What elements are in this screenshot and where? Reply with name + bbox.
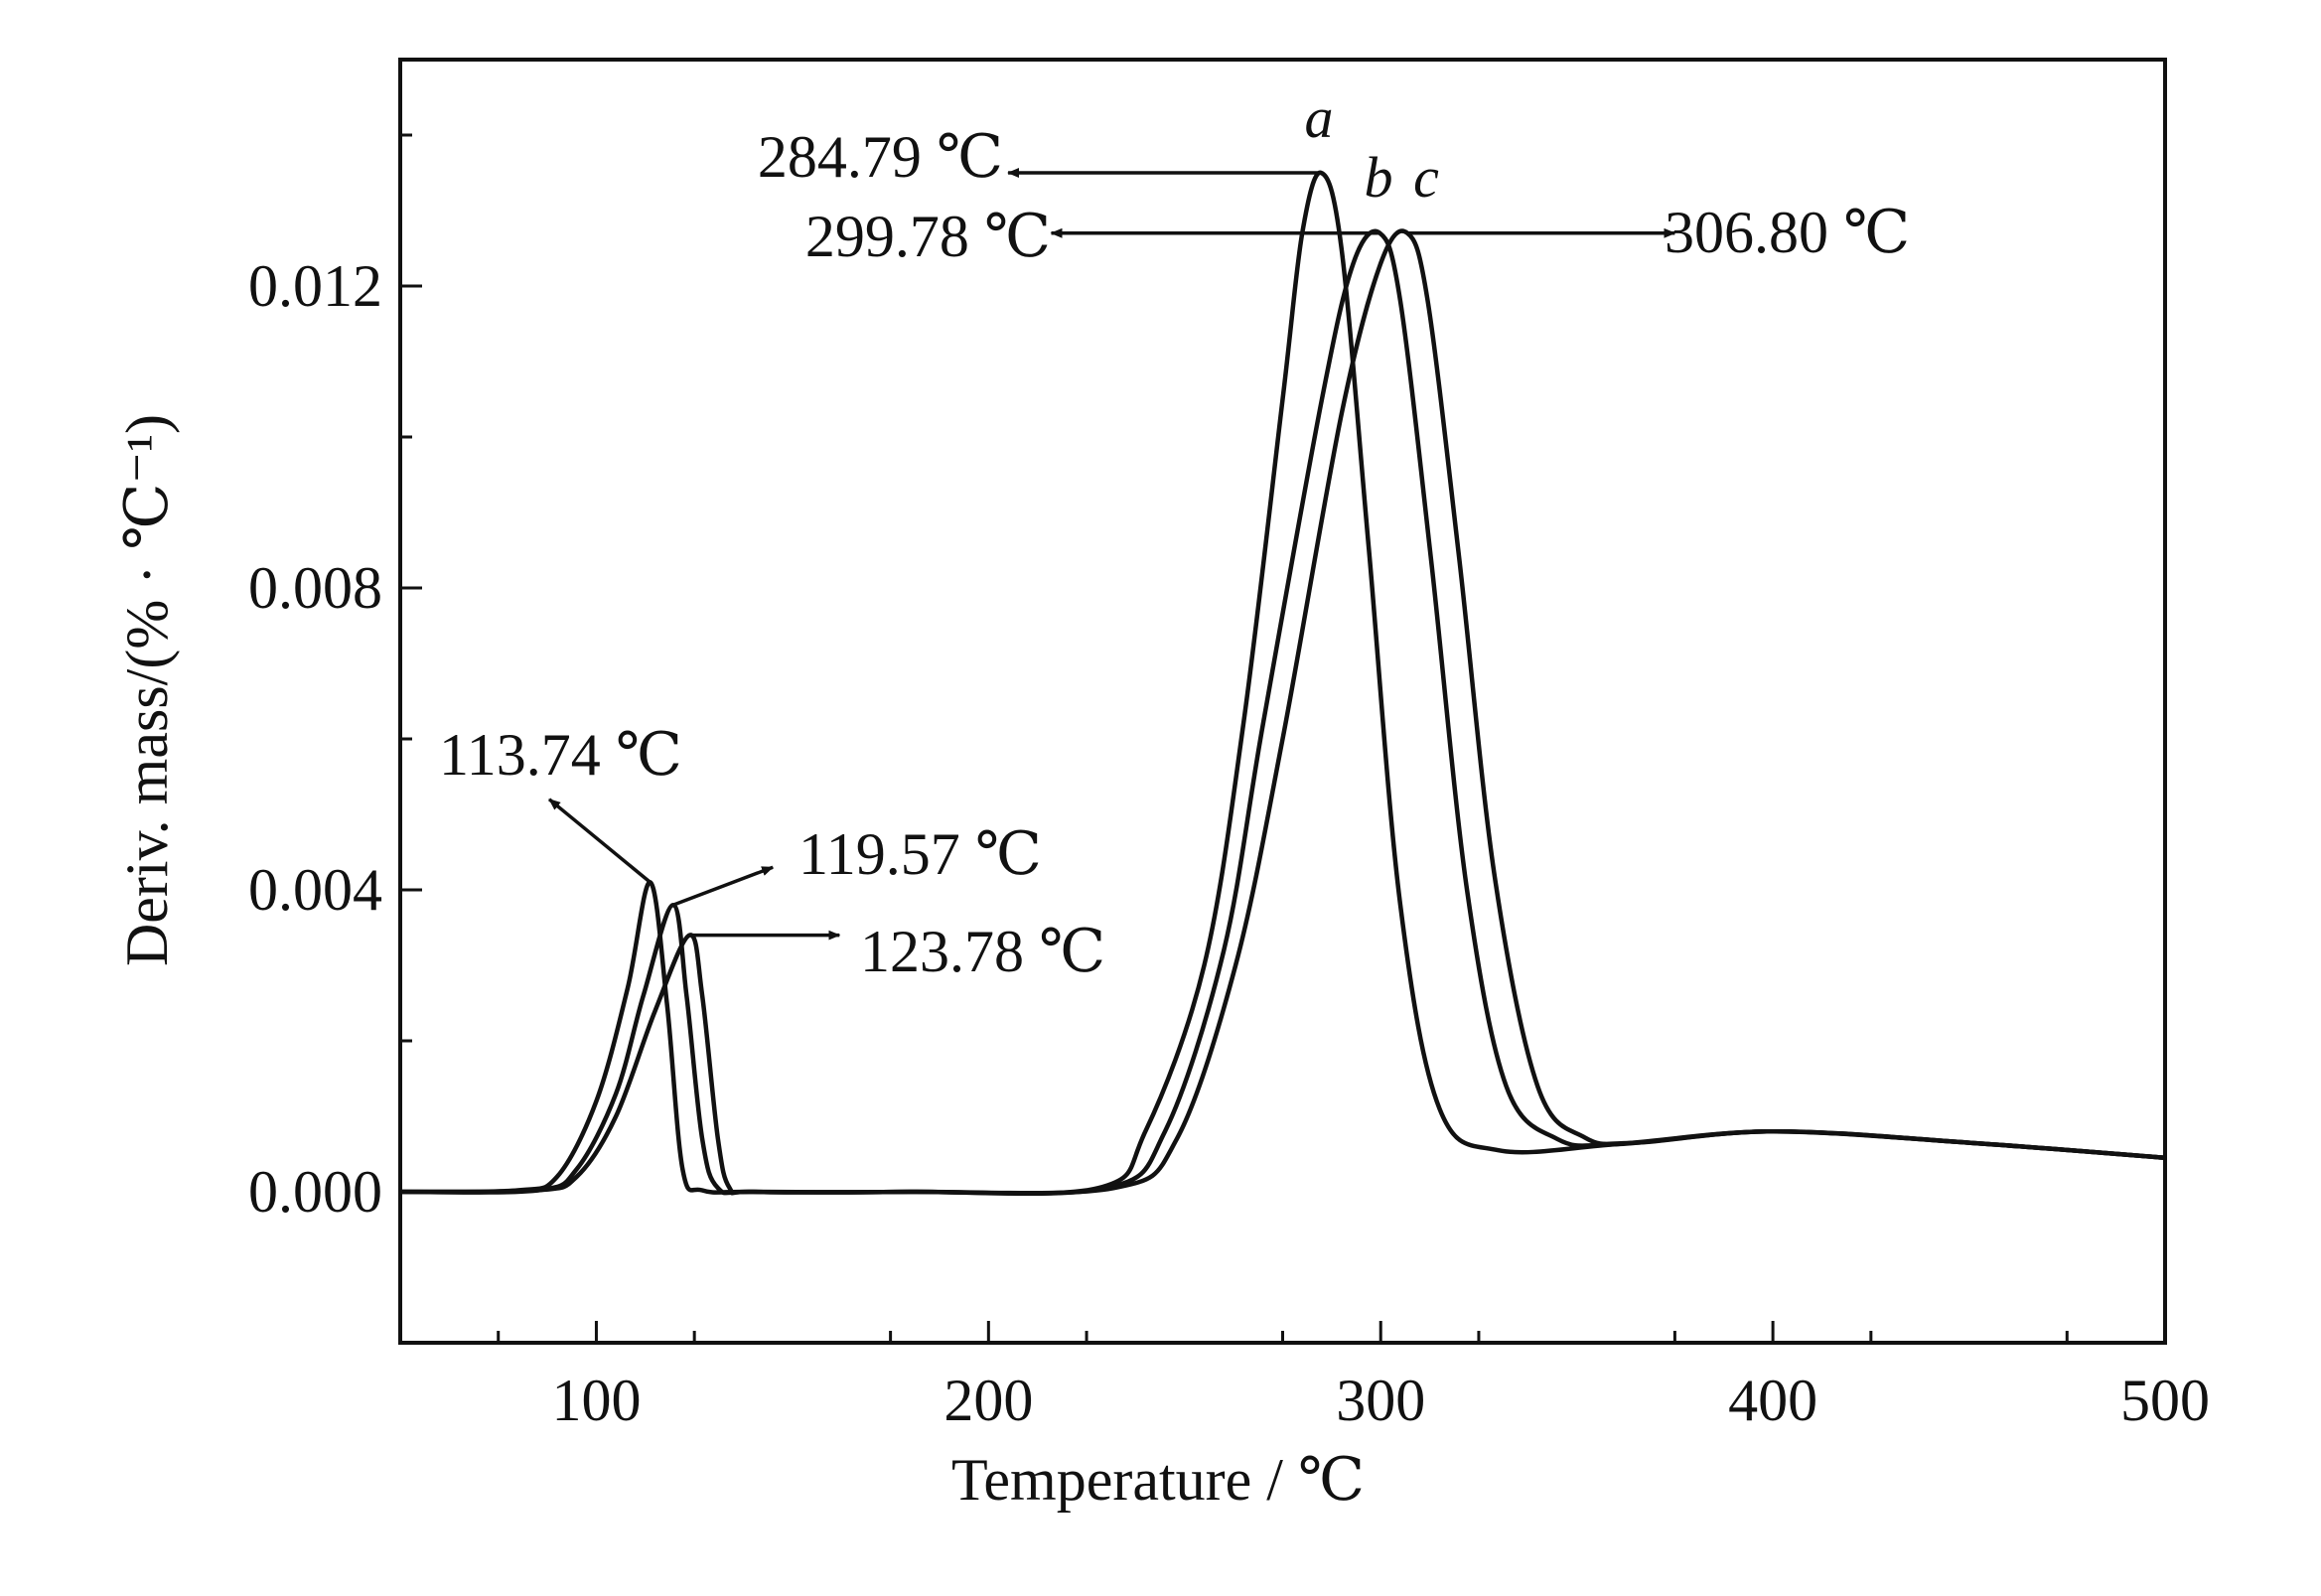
annotation-arrow — [672, 865, 775, 907]
curve-label-b: b — [1365, 145, 1393, 210]
curve-label-c: c — [1413, 145, 1439, 210]
curve-label-a: a — [1305, 85, 1334, 150]
peak-label-284: 284.79 ℃ — [758, 124, 1003, 190]
curve-a — [399, 170, 2166, 1196]
x-axis-title: Temperature / ℃ — [951, 1447, 1365, 1513]
x-tick-label: 500 — [2120, 1368, 2210, 1433]
curve-c — [399, 228, 2166, 1196]
curve-b — [399, 228, 2166, 1196]
y-tick-label: 0.004 — [248, 857, 382, 923]
y-tick-label: 0.000 — [248, 1159, 382, 1225]
x-tick-label: 400 — [1728, 1368, 1817, 1433]
peak-label-299: 299.78 ℃ — [805, 204, 1051, 269]
annotations — [547, 168, 1676, 941]
curves — [399, 170, 2166, 1196]
peak-label-306: 306.80 ℃ — [1665, 200, 1910, 265]
peak-label-119: 119.57 ℃ — [798, 821, 1042, 887]
annotation-arrow — [547, 798, 652, 884]
y-tick-label: 0.012 — [248, 253, 382, 319]
axis-ticks: 100 200 300 400 500 0.000 0.004 0.008 0.012 — [248, 133, 2210, 1433]
peak-label-113: 113.74 ℃ — [439, 722, 682, 788]
x-tick-label: 100 — [551, 1368, 641, 1433]
x-tick-label: 200 — [943, 1368, 1033, 1433]
y-axis-title: Deriv. mass/(% · ℃⁻¹) — [114, 414, 180, 966]
x-tick-label: 300 — [1336, 1368, 1425, 1433]
y-tick-label: 0.008 — [248, 555, 382, 621]
peak-label-123: 123.78 ℃ — [860, 919, 1105, 984]
